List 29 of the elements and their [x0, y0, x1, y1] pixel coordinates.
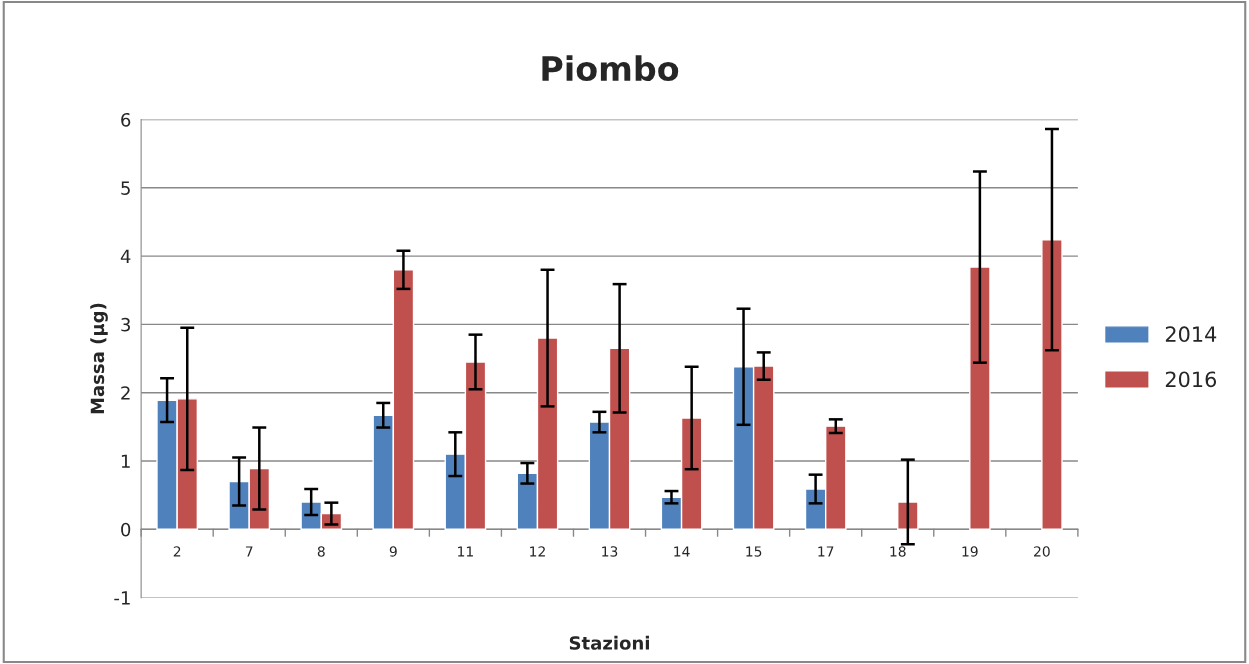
y-tick-label: 4 — [120, 249, 131, 263]
x-tick-label: 2 — [173, 546, 181, 557]
legend-label: 2016 — [1165, 371, 1217, 388]
x-tick-label: 15 — [746, 546, 762, 557]
x-axis-title: Stazioni — [569, 635, 649, 650]
x-tick-label: 7 — [245, 546, 253, 557]
y-tick-label: 2 — [121, 386, 130, 400]
x-tick-label: 12 — [530, 546, 545, 557]
y-tick-label: -1 — [114, 591, 130, 605]
chart-title: Piombo — [542, 55, 679, 82]
y-tick-label: 1 — [121, 454, 130, 468]
bar — [1041, 239, 1063, 530]
x-tick-label: 13 — [602, 546, 618, 557]
legend-label: 2014 — [1165, 326, 1217, 343]
x-tick-label: 8 — [317, 546, 325, 557]
y-tick-label: 5 — [121, 181, 130, 195]
bar — [897, 501, 919, 530]
y-tick-label: 3 — [121, 317, 130, 332]
x-tick-label: 14 — [674, 546, 690, 557]
x-tick-label: 17 — [818, 546, 834, 557]
y-axis-title: Massa (µg) — [90, 303, 108, 414]
y-tick-label: 6 — [121, 112, 131, 127]
x-tick-label: 11 — [458, 546, 473, 557]
x-tick-label: 9 — [389, 546, 397, 557]
bar — [969, 266, 991, 530]
y-tick-label: 0 — [121, 522, 131, 537]
x-tick-label: 19 — [962, 546, 978, 557]
x-tick-label: 20 — [1034, 546, 1050, 557]
x-tick-label: 18 — [890, 546, 906, 557]
